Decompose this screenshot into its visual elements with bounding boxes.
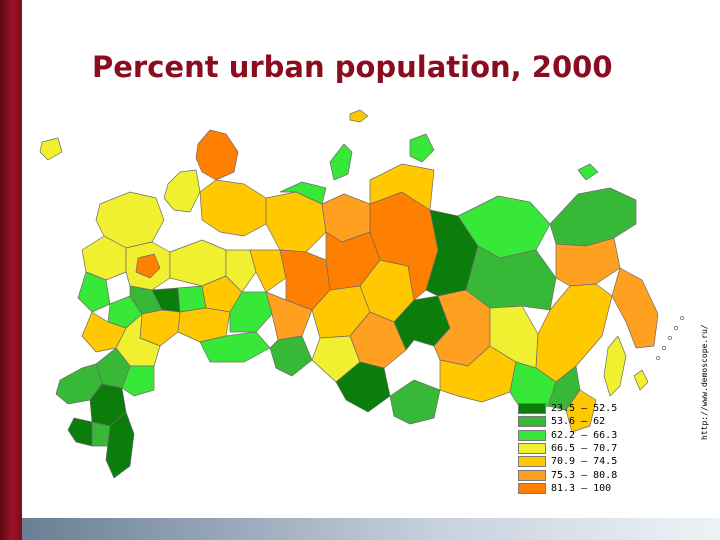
legend-label: 62.2 – 66.3 <box>551 429 618 441</box>
russia-choropleth-map <box>39 109 684 479</box>
legend-item: 23.5 – 52.5 <box>518 402 638 415</box>
region-bryansk <box>77 271 111 313</box>
legend-item: 53.6 – 62 <box>518 415 638 428</box>
region-severnaya-zemlya <box>409 133 435 163</box>
region-kuril <box>633 369 649 391</box>
legend-swatch <box>518 482 546 494</box>
legend-label: 66.5 – 70.7 <box>551 443 618 455</box>
region-kamchatka <box>611 267 659 349</box>
region-yakutia <box>465 245 557 311</box>
slide-title: Percent urban population, 2000 <box>92 50 613 84</box>
legend-item: 62.2 – 66.3 <box>518 429 638 442</box>
legend-item: 70.9 – 74.5 <box>518 455 638 468</box>
region-moscow <box>135 253 161 279</box>
region-udmurtia <box>225 249 257 293</box>
legend-swatch <box>518 429 546 441</box>
legend-label: 23.5 – 52.5 <box>551 403 618 415</box>
region-magadan <box>555 237 621 287</box>
slide-left-accent-bar <box>0 0 22 540</box>
region-wrangel <box>577 163 599 181</box>
legend-item: 81.3 – 100 <box>518 482 638 495</box>
region-astrakhan <box>121 365 155 397</box>
region-tuva <box>389 379 441 425</box>
region-sakhalin <box>603 335 627 397</box>
legend-swatch <box>518 456 546 468</box>
legend-swatch <box>518 403 546 415</box>
legend-swatch <box>518 416 546 428</box>
map-legend: 23.5 – 52.5 53.6 – 62 62.2 – 66.3 66.5 –… <box>518 402 638 495</box>
region-kola <box>195 129 239 181</box>
region-jewish-ao <box>547 365 581 411</box>
region-kaliningrad <box>39 137 63 161</box>
legend-item: 75.3 – 80.8 <box>518 468 638 481</box>
region-chechnya <box>91 421 111 447</box>
region-kurgan <box>269 335 313 377</box>
region-dagestan <box>105 411 135 479</box>
legend-label: 81.3 – 100 <box>551 482 612 494</box>
region-arkhangelsk <box>199 179 267 237</box>
region-altai <box>335 361 391 413</box>
legend-item: 66.5 – 70.7 <box>518 442 638 455</box>
slide-bottom-accent-bar <box>22 518 720 540</box>
region-karelia <box>163 169 201 213</box>
region-kirov <box>169 239 227 287</box>
legend-swatch <box>518 469 546 481</box>
region-chukotka <box>549 187 637 247</box>
region-ingushetia <box>67 417 93 447</box>
legend-label: 53.6 – 62 <box>551 416 606 428</box>
region-franz-josef <box>349 109 369 123</box>
legend-label: 70.9 – 74.5 <box>551 456 618 468</box>
region-primorye <box>565 389 597 433</box>
region-nenets <box>279 181 327 205</box>
source-url-label: http://www.demoscope.ru/ <box>700 324 709 440</box>
region-perm <box>249 249 287 293</box>
legend-label: 75.3 – 80.8 <box>551 469 618 481</box>
region-penza <box>177 285 207 313</box>
kuril-islands-dots <box>656 316 684 360</box>
legend-swatch <box>518 443 546 455</box>
region-novaya-zemlya <box>329 143 353 181</box>
